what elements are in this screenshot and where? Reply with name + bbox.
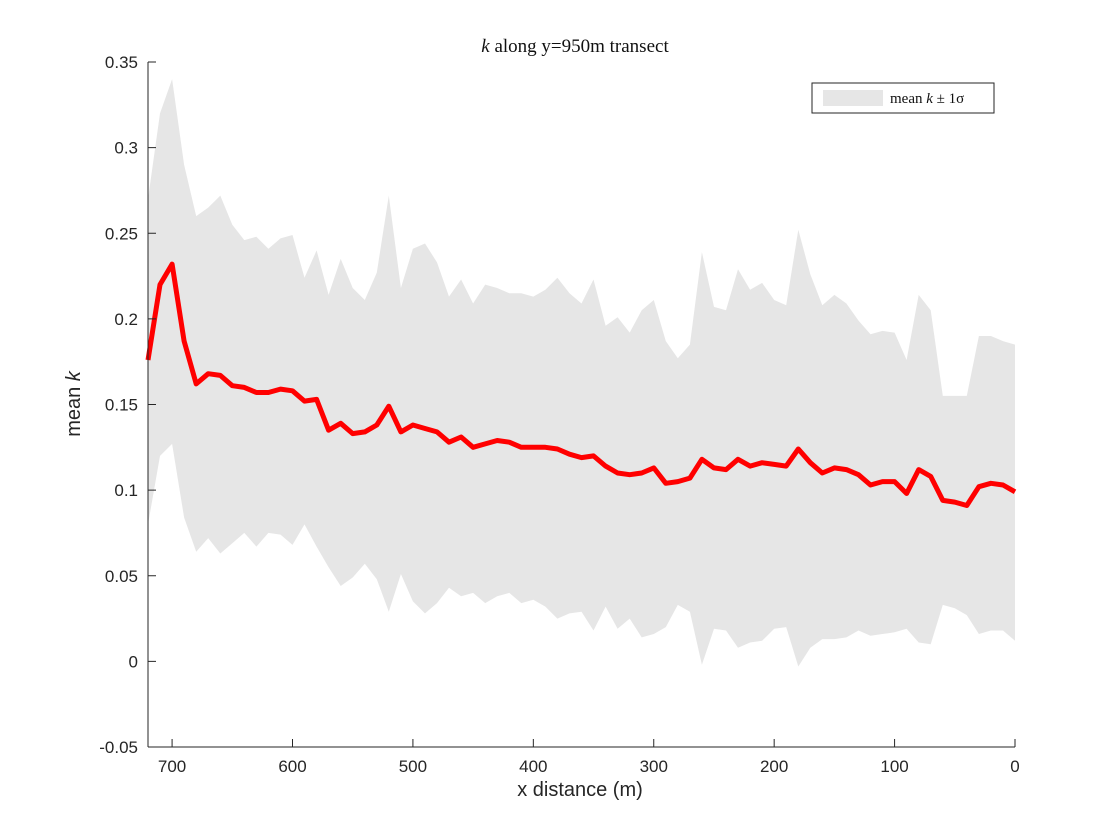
legend-label: mean k ± 1σ: [890, 91, 964, 107]
x-tick-label: 600: [278, 757, 306, 776]
y-ticks: -0.05 0 0.05 0.1 0.15 0.2 0.25 0.3 0.35: [99, 53, 156, 757]
x-ticks: 700 600 500 400 300 200 100 0: [158, 739, 1020, 776]
x-tick-label: 0: [1010, 757, 1019, 776]
x-axis-label: x distance (m): [517, 779, 643, 801]
x-tick-label: 400: [519, 757, 547, 776]
x-tick-label: 300: [640, 757, 668, 776]
plot-area: [145, 79, 1017, 667]
mean-line: [145, 261, 1017, 508]
legend-label-var: k: [926, 91, 933, 107]
chart-title-rest: along y=950m transect: [490, 36, 670, 57]
y-tick-label: 0.1: [114, 481, 138, 500]
y-axis-label-var: k: [63, 370, 85, 381]
y-tick-label: 0.2: [114, 310, 138, 329]
legend-label-suffix: ± 1σ: [933, 91, 964, 107]
y-tick-label: 0.05: [105, 567, 138, 586]
y-tick-label: 0.35: [105, 53, 138, 72]
y-axis-label: mean k: [63, 370, 85, 437]
x-tick-label: 100: [880, 757, 908, 776]
x-tick-label: 700: [158, 757, 186, 776]
std-band: [148, 79, 1015, 667]
legend-label-prefix: mean: [890, 91, 926, 107]
y-tick-label: 0.25: [105, 224, 138, 243]
y-tick-label: 0.3: [114, 139, 138, 158]
x-tick-label: 500: [399, 757, 427, 776]
x-tick-label: 200: [760, 757, 788, 776]
chart-title: k along y=950m transect: [481, 36, 669, 57]
axes: 700 600 500 400 300 200 100 0 -0.05 0 0.05 0.1 0.15…: [99, 53, 1019, 776]
y-tick-label: 0: [129, 652, 138, 671]
legend-swatch: [823, 90, 883, 106]
y-tick-label: -0.05: [99, 738, 138, 757]
legend: mean k ± 1σ: [811, 82, 995, 114]
chart-title-var: k: [481, 36, 490, 57]
y-axis-label-text: mean: [63, 381, 85, 437]
y-tick-label: 0.15: [105, 396, 138, 415]
